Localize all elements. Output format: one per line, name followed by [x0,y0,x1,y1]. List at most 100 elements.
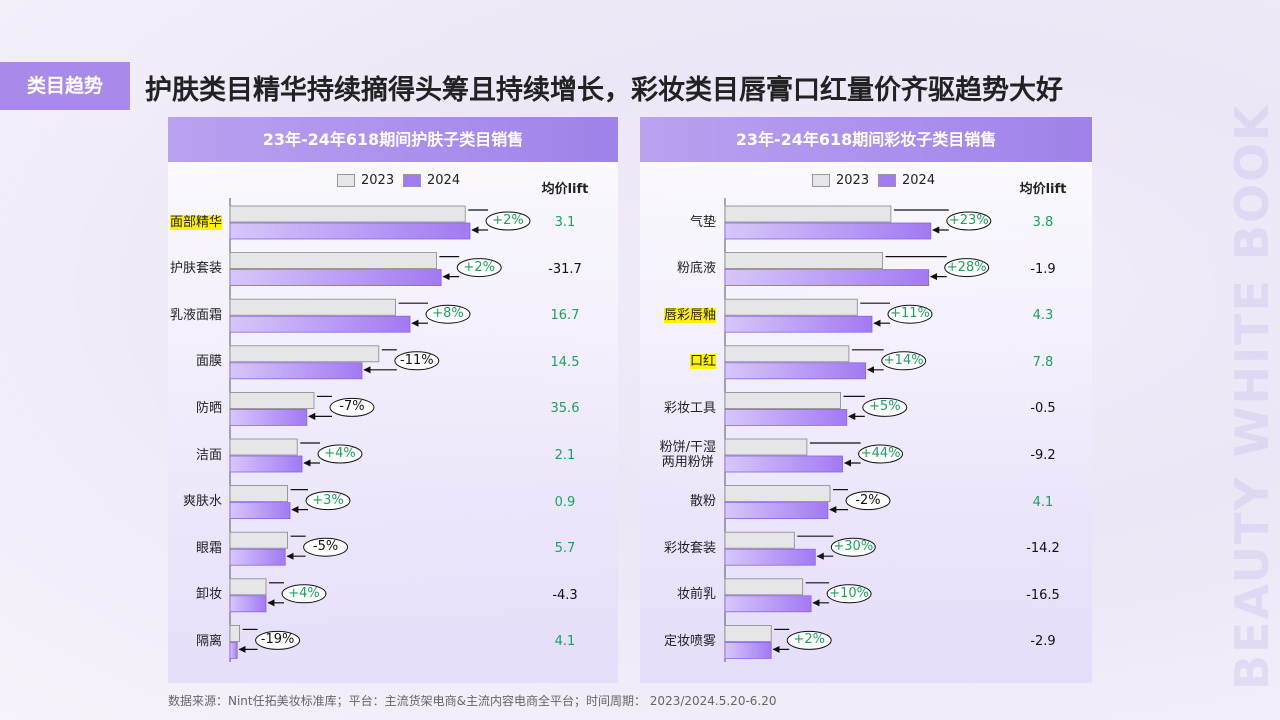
lift-value: 3.8 [1032,215,1054,230]
bar [724,595,812,613]
legend-label: 2023 [836,173,870,188]
growth-label: +23% [948,213,989,228]
category-text: 散粉 [689,494,716,510]
bar [724,391,841,409]
lift-value: 3.1 [554,215,576,230]
category-text: 眼霜 [195,540,222,556]
category-text: 气垫 [689,214,716,230]
legend-swatch [403,174,421,187]
growth-badge [281,584,327,604]
growth-label: +28% [946,259,987,275]
lift-value: 0.9 [554,494,576,510]
bar [229,298,397,316]
growth-label: +5% [869,399,901,415]
growth-badge [303,537,349,557]
category-label: 护肤套装 [122,254,222,284]
category-label: 乳液面霜 [122,300,222,330]
category-label: 气垫 [616,207,716,237]
category-text: 粉饼/干湿 两用粉饼 [659,440,716,470]
lift-value: -1.9 [1030,261,1056,277]
lift-value: 7.8 [1032,354,1054,370]
growth-label: -7% [339,399,365,415]
bar [724,345,850,363]
bar [229,531,288,549]
bar [724,625,772,642]
growth-badge [946,211,992,231]
growth-badge [944,258,990,278]
category-label: 彩妆套装 [616,533,716,563]
legend-label: 2024 [427,173,461,188]
bar [229,252,437,270]
category-text: 防晒 [195,400,222,416]
lift-value: -9.2 [1030,448,1056,463]
category-label: 唇彩唇釉 [616,300,716,330]
category-text: 粉底液 [676,261,716,277]
category-text: 彩妆套装 [663,540,716,556]
lift-value: 4.1 [1032,494,1054,510]
category-text: 护肤套装 [169,261,222,277]
bar [229,625,240,642]
lift-value: 35.6 [550,401,580,417]
lift-value: -14.2 [1026,541,1060,557]
bar [724,298,858,316]
growth-label: -19% [260,632,295,648]
growth-label: +10% [829,585,869,601]
growth-badge [255,630,301,650]
category-label: 妆前乳 [616,580,716,610]
growth-label: +14% [883,352,924,368]
legend-swatch [878,174,896,187]
growth-badge [456,258,502,278]
growth-badge [845,491,891,511]
category-label: 口红 [616,347,716,377]
bar [724,362,867,380]
category-text: 隔离 [195,633,222,649]
category-text: 唇彩唇釉 [663,307,716,323]
bar [229,455,303,473]
growth-label: +30% [833,539,874,555]
lift-value: -31.7 [548,261,582,277]
bar [229,345,380,363]
growth-badge [862,397,908,417]
legend-label: 2024 [902,173,936,188]
category-label: 面膜 [122,347,222,377]
growth-label: +2% [492,213,524,228]
source-note: 数据来源：Nint任拓美妆标准库；平台：主流货架电商&主流内容电商全平台；时间周… [168,694,777,708]
bar [724,438,808,456]
category-text: 妆前乳 [676,587,716,603]
bar [724,222,932,240]
lift-header: 均价lift [541,182,589,197]
growth-label: +8% [432,306,464,322]
bar [724,642,772,659]
bar [724,578,804,596]
growth-label: +4% [324,446,356,461]
growth-label: -5% [312,539,339,555]
chart-title: 23年-24年618期间护肤子类目销售 [168,117,618,162]
growth-badge [485,211,531,231]
growth-label: +11% [890,306,930,322]
bar [229,315,411,333]
lift-value: -16.5 [1026,587,1060,603]
bar [229,408,308,426]
growth-badge [305,491,351,511]
growth-badge [887,304,933,324]
section-tag: 类目趋势 [0,62,130,110]
bar [724,455,843,473]
category-text: 面部精华 [169,214,222,230]
bar [724,502,829,520]
lift-value: 4.1 [554,634,576,650]
bar [229,222,471,240]
bar [229,362,363,380]
lift-value: 4.3 [1032,308,1054,324]
bar [724,205,892,223]
category-text: 卸妆 [195,587,222,603]
legend-swatch [812,174,830,187]
category-text: 口红 [689,354,716,370]
category-label: 散粉 [616,487,716,517]
growth-badge [858,444,904,464]
growth-badge [786,630,832,650]
category-label: 卸妆 [122,580,222,610]
growth-badge [394,351,440,371]
lift-value: -2.9 [1030,634,1056,650]
growth-label: +2% [463,259,495,275]
category-text: 彩妆工具 [663,400,716,416]
